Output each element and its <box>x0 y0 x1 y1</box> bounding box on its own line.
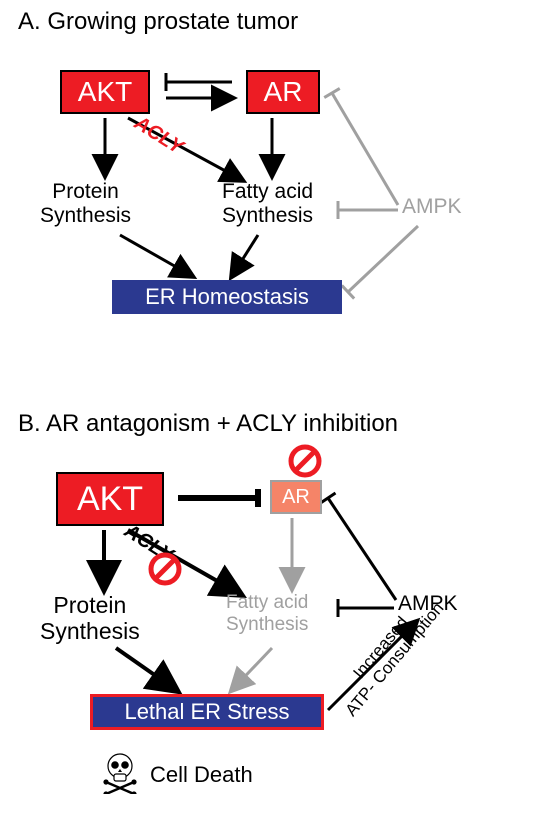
cell-death-label: Cell Death <box>150 762 253 788</box>
akt-label-a: AKT <box>78 76 132 108</box>
er-label-a: ER Homeostasis <box>145 284 309 310</box>
panel-a-title: A. Growing prostate tumor <box>18 8 298 36</box>
ampk-a: AMPK <box>402 195 462 219</box>
er-stress-b: Lethal ER Stress <box>90 694 324 730</box>
akt-label-b: AKT <box>77 480 143 519</box>
ar-label-a: AR <box>264 76 303 108</box>
fatty-synth-a: Fatty acid Synthesis <box>222 180 313 228</box>
panel-b-title: B. AR antagonism + ACLY inhibition <box>18 410 398 438</box>
prohibit-icon-acly <box>148 552 182 586</box>
ar-label-b: AR <box>282 486 310 509</box>
atp-consumption-label: Increased ATP- Consumption <box>328 588 447 720</box>
er-homeostasis-a: ER Homeostasis <box>112 280 342 314</box>
er-label-b: Lethal ER Stress <box>124 699 289 725</box>
ar-node-b: AR <box>270 480 322 514</box>
akt-node-b: AKT <box>56 472 164 526</box>
acly-label-a: ACLY <box>130 112 187 160</box>
ar-node-a: AR <box>246 70 320 114</box>
skull-icon <box>100 752 140 794</box>
fatty-synth-b: Fatty acid Synthesis <box>226 592 308 636</box>
protein-synth-b: Protein Synthesis <box>40 592 140 645</box>
akt-node-a: AKT <box>60 70 150 114</box>
prohibit-icon-ar <box>288 444 322 478</box>
protein-synth-a: Protein Synthesis <box>40 180 131 228</box>
